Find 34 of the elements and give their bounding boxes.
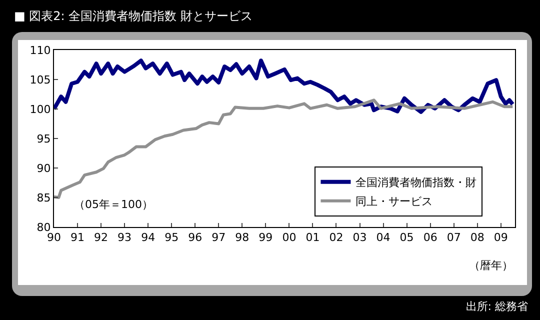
x-axis-title: （暦年） xyxy=(469,259,513,272)
chart-title: ■ 図表2: 全国消費者物価指数 財とサービス xyxy=(14,8,252,25)
annotation: （05年＝100） xyxy=(74,198,153,211)
y-tick-label: 100 xyxy=(30,102,51,116)
y-tick-label: 110 xyxy=(30,44,51,57)
legend-label: 同上・サービス xyxy=(356,195,433,208)
x-tick-label: 92 xyxy=(94,231,108,244)
x-tick-label: 99 xyxy=(258,231,273,244)
x-tick-label: 01 xyxy=(306,231,320,244)
x-tick-label: 02 xyxy=(329,231,344,244)
x-tick-label: 05 xyxy=(400,231,414,244)
line-series xyxy=(54,58,515,114)
text: 出所: 総務省 xyxy=(466,299,528,314)
x-tick-label: 00 xyxy=(282,231,296,244)
x-tick-label: 06 xyxy=(423,231,438,244)
x-tick-label: 03 xyxy=(352,231,367,244)
x-tick-label: 96 xyxy=(188,231,202,244)
x-tick-label: 95 xyxy=(164,231,179,244)
x-tick-label: 09 xyxy=(494,231,508,244)
x-tick-label: 08 xyxy=(470,231,484,244)
y-tick-label: 105 xyxy=(30,73,51,86)
legend-label: 全国消費者物価指数・財 xyxy=(356,176,477,190)
x-tick-label: 94 xyxy=(141,231,156,244)
y-tick-label: 90 xyxy=(36,162,51,175)
x-tick-label: 93 xyxy=(118,231,132,244)
x-tick-label: 91 xyxy=(70,231,85,244)
y-tick-label: 95 xyxy=(36,132,51,146)
x-tick-label: 98 xyxy=(235,231,250,244)
x-tick-label: 04 xyxy=(376,231,390,244)
y-tick-label: 85 xyxy=(36,191,51,204)
x-tick-label: 90 xyxy=(47,231,61,244)
x-tick-label: 07 xyxy=(446,231,461,244)
y-tick-label: 80 xyxy=(36,220,51,234)
x-tick-label: 97 xyxy=(212,231,226,244)
